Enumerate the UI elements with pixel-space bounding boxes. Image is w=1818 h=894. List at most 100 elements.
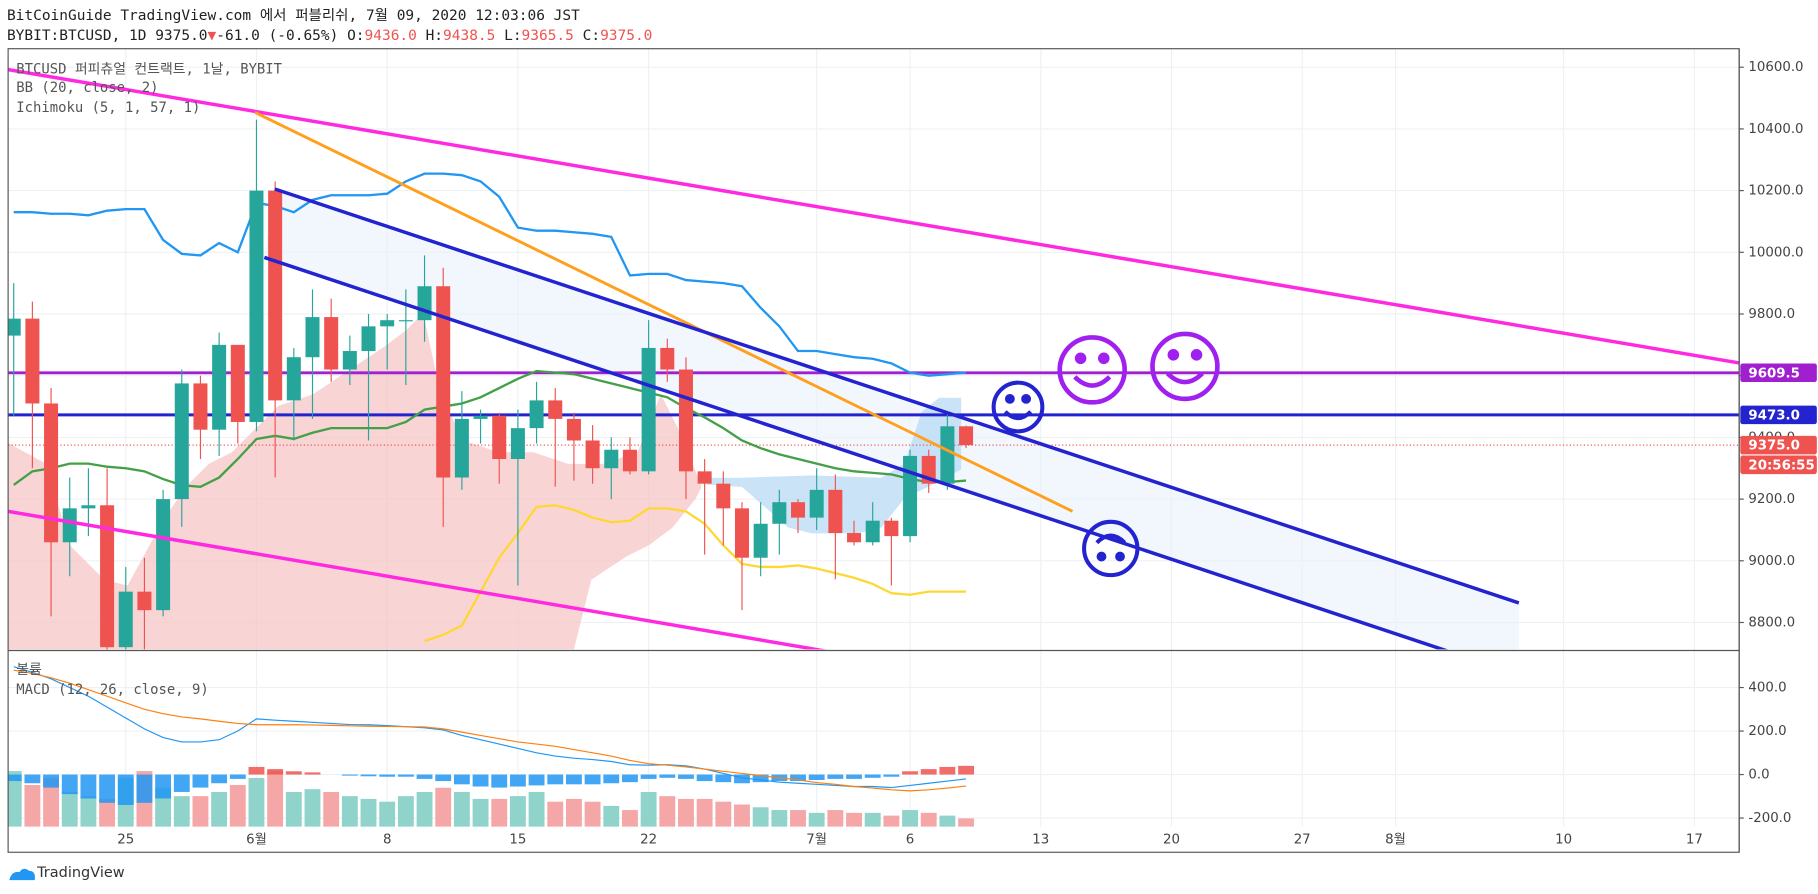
histogram-bar — [416, 774, 433, 779]
histogram-bar — [883, 774, 900, 777]
candle-body — [25, 318, 40, 404]
l-label: L: — [504, 28, 521, 44]
quote: BYBIT:BTCUSD, 1D 9375.0▼-61.0 (-0.65%) O… — [7, 28, 652, 44]
candle-body — [940, 426, 955, 484]
histogram-bar — [24, 774, 41, 784]
histogram-bar — [99, 774, 116, 803]
price-tag: 9375.0 — [1748, 439, 1799, 454]
line — [13, 369, 967, 488]
line — [13, 172, 967, 377]
y-tick-label: 0.0 — [1748, 768, 1769, 783]
candle-body — [604, 449, 619, 469]
candle-body — [716, 483, 731, 509]
x-tick-label: 8 — [383, 833, 391, 848]
volume-bar — [715, 801, 732, 827]
volume-bar — [416, 791, 433, 827]
histogram-bar — [173, 774, 190, 792]
volume-bar — [547, 801, 564, 827]
candle-body — [44, 403, 59, 543]
histogram-bar — [640, 774, 657, 779]
volume-bar — [565, 798, 582, 827]
candle-body — [791, 502, 806, 518]
volume-bar — [584, 801, 601, 827]
histogram-bar — [528, 774, 545, 786]
histogram-bar — [827, 774, 844, 779]
volume-bar — [397, 796, 414, 827]
volume-bar — [491, 798, 508, 827]
volume-bar — [267, 771, 284, 827]
volume-bar — [453, 791, 470, 827]
l: 9365.5 — [522, 28, 574, 44]
h-label: H: — [426, 28, 443, 44]
legend: MACD (12, 26, close, 9) — [16, 682, 209, 698]
histogram-bar — [211, 774, 228, 784]
candle-body — [268, 190, 283, 401]
candle-body — [734, 508, 749, 558]
volume-bar — [883, 815, 900, 827]
histogram-bar — [734, 774, 750, 784]
histogram-bar — [491, 774, 508, 788]
histogram-bar — [846, 774, 862, 779]
price-tag: 9609.5 — [1748, 366, 1799, 381]
symbol: BYBIT:BTCUSD, 1D 9375.0 — [7, 28, 208, 44]
channel-fill — [264, 189, 1519, 650]
histogram-bar — [939, 766, 956, 775]
volume-bar — [323, 791, 340, 827]
x-tick-label: 10 — [1555, 833, 1572, 848]
histogram-bar — [80, 774, 97, 799]
volume-bar — [99, 798, 116, 827]
candle-body — [8, 318, 21, 336]
candle-body — [641, 347, 656, 472]
y-tick-label: 10600.0 — [1748, 60, 1803, 75]
volume-bar — [771, 810, 788, 827]
legend: 볼륨 — [16, 662, 42, 678]
histogram-bar — [8, 774, 22, 782]
x-tick-label: 20 — [1163, 833, 1180, 848]
y-tick-label: 8800.0 — [1748, 615, 1795, 630]
x-tick-label: 17 — [1686, 833, 1703, 848]
candle-body — [473, 415, 488, 419]
histogram-bar — [808, 774, 825, 780]
c: 9375.0 — [600, 28, 652, 44]
histogram-bar — [360, 774, 377, 777]
volume-bar — [435, 787, 452, 827]
histogram-bar — [584, 774, 601, 785]
candle-body — [380, 320, 395, 327]
volume-bar — [827, 810, 844, 827]
price-tag-bg — [1740, 435, 1817, 455]
histogram-bar — [136, 774, 153, 803]
y-tick-label: 10200.0 — [1748, 184, 1803, 199]
candle-body — [118, 591, 133, 648]
volume-bar — [472, 798, 489, 827]
smiley — [1057, 335, 1127, 405]
volume-bar — [734, 804, 750, 827]
candle-body — [156, 499, 171, 611]
o: 9436.0 — [365, 28, 417, 44]
candle-body — [772, 502, 787, 524]
volume-bar — [173, 796, 190, 827]
histogram-bar — [752, 774, 769, 783]
candle-body — [436, 286, 451, 478]
histogram-bar — [790, 774, 806, 782]
volume-bar — [640, 791, 657, 827]
y-tick-label: 9000.0 — [1748, 554, 1795, 569]
volume-bar — [958, 818, 975, 827]
volume-bar — [509, 796, 526, 827]
x-tick-label: 15 — [509, 833, 526, 848]
x-tick-label: 27 — [1294, 833, 1311, 848]
candle-body — [884, 520, 899, 537]
y-tick-label: 400.0 — [1748, 681, 1786, 696]
line — [13, 666, 967, 789]
histogram-bar — [565, 774, 582, 785]
histogram-bar — [267, 769, 284, 775]
candle-body — [959, 426, 974, 446]
candle-body — [529, 400, 544, 429]
change: -61.0 (-0.65%) — [216, 28, 338, 44]
volume-bar — [678, 798, 694, 827]
x-tick-label: 6 — [906, 833, 914, 848]
histogram-bar — [920, 769, 937, 775]
candle-body — [212, 344, 227, 430]
trend-line — [8, 67, 1740, 365]
y-tick-label: 10000.0 — [1748, 245, 1803, 260]
candle-body — [417, 286, 432, 321]
